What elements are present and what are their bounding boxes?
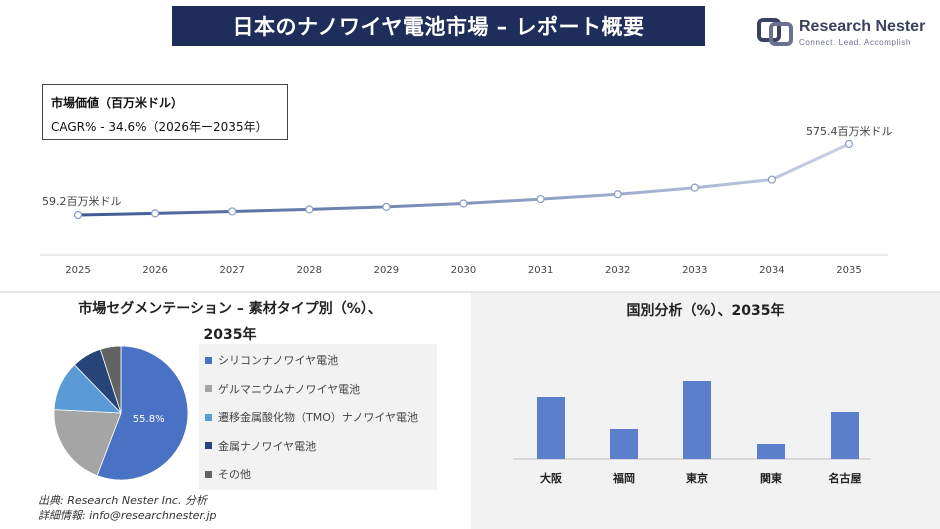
legend-item: 金属ナノワイヤ電池: [205, 438, 316, 454]
pie-legend: シリコンナノワイヤ電池ゲルマニウムナノワイヤ電池遷移金属酸化物（TMO）ナノワイ…: [199, 344, 437, 490]
contact-line: 詳細情報: info@researchnester.jp: [38, 509, 217, 522]
data-point: [228, 207, 237, 216]
logo-tagline: Connect. Lead. Accomplish: [799, 38, 911, 47]
bar-category-label: 福岡: [612, 471, 635, 485]
data-point: [536, 194, 545, 204]
x-tick-label: 2034: [759, 265, 784, 276]
x-tick-label: 2030: [451, 265, 476, 276]
data-point: [459, 199, 468, 208]
legend-item: 遷移金属酸化物（TMO）ナノワイヤ電池: [205, 409, 418, 425]
country-bar: [831, 412, 859, 459]
data-point: [151, 209, 160, 218]
segment-title-line2: 2035年: [203, 327, 257, 343]
first-value-label: 59.2百万米ドル: [42, 195, 122, 208]
legend-swatch: [205, 442, 212, 449]
x-tick-label: 2026: [142, 265, 167, 276]
legend-item: その他: [205, 466, 251, 482]
data-point: [767, 175, 777, 184]
market-value-label: 市場価値（百万米ドル）: [51, 96, 184, 110]
data-point: [690, 183, 699, 192]
country-bar: [537, 397, 565, 459]
research-nester-logo: Research Nester Connect. Lead. Accomplis…: [757, 14, 927, 48]
legend-label: その他: [218, 468, 251, 481]
x-tick-label: 2027: [219, 265, 244, 276]
bar-category-label: 大阪: [540, 471, 563, 485]
report-title: 日本のナノワイヤ電池市場 – レポート概要: [172, 6, 705, 46]
country-bar: [610, 429, 638, 459]
legend-swatch: [205, 356, 212, 364]
data-point: [613, 190, 622, 199]
x-tick-label: 2035: [836, 265, 861, 276]
rn-logo-icon: [757, 18, 793, 46]
legend-label: ゲルマニウムナノワイヤ電池: [218, 382, 361, 396]
x-tick-label: 2033: [682, 265, 707, 276]
legend-swatch: [205, 470, 212, 478]
cagr-label: CAGR% - 34.6%（2026年ー2035年）: [51, 120, 268, 134]
data-point: [382, 202, 391, 212]
bar-category-label: 名古屋: [829, 471, 862, 485]
x-tick-label: 2029: [374, 265, 399, 276]
legend-label: 金属ナノワイヤ電池: [218, 439, 317, 453]
country-bar: [683, 381, 711, 459]
data-point: [844, 139, 854, 149]
market-info-box: 市場価値（百万米ドル） CAGR% - 34.6%（2026年ー2035年）: [42, 84, 288, 140]
country-bar: [757, 444, 785, 459]
last-value-label: 575.4百万米ドル: [806, 125, 893, 138]
logo-name: Research Nester: [799, 18, 926, 35]
bar-category-label: 東京: [686, 471, 708, 485]
source-line: 出典: Research Nester Inc. 分析: [38, 494, 207, 507]
legend-label: シリコンナノワイヤ電池: [218, 354, 339, 367]
legend-swatch: [205, 413, 212, 421]
pie-slice: [53, 409, 122, 477]
bar-category-label: 関東: [760, 471, 783, 485]
segment-pie-chart: 55.8%: [53, 345, 189, 481]
x-tick-label: 2032: [605, 265, 630, 276]
data-point: [73, 210, 83, 220]
x-tick-label: 2031: [528, 265, 553, 276]
country-title: 国別分析（%）、2035年: [626, 303, 785, 319]
legend-item: シリコンナノワイヤ電池: [205, 352, 338, 368]
data-point: [305, 205, 314, 214]
legend-label: 遷移金属酸化物（TMO）ナノワイヤ電池: [218, 411, 418, 424]
segment-title-line1: 市場セグメンテーション – 素材タイプ別（%）、: [78, 301, 382, 317]
market-line-chart: 2025 2026 2027 2028 2029 2030 2031 2032 2033 2034…: [40, 125, 893, 276]
pie-slice: [99, 345, 122, 414]
section-divider: [0, 291, 940, 293]
x-tick-label: 2025: [65, 265, 90, 276]
pie-data-label: 55.8%: [133, 414, 165, 425]
legend-item: ゲルマニウムナノワイヤ電池: [205, 381, 360, 397]
pie-slice: [96, 345, 189, 481]
x-tick-label: 2028: [297, 265, 322, 276]
legend-swatch: [205, 385, 212, 392]
country-bar-chart: 大阪 福岡 東京 関東 名古屋: [513, 381, 871, 485]
